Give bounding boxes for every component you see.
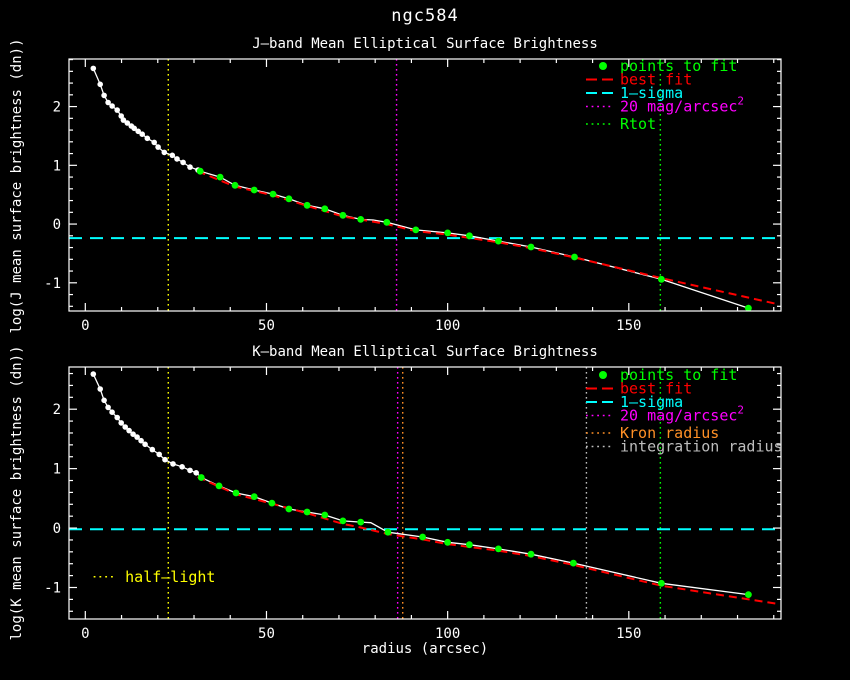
- axis-ticks: [69, 367, 781, 619]
- x-tick-label: 100: [435, 318, 460, 334]
- x-tick-label: 50: [258, 626, 275, 642]
- half-light-annotation: half—light: [93, 568, 215, 586]
- axis-ticks: [69, 58, 781, 311]
- plot-frame: [68, 58, 782, 312]
- y-tick-label: 0: [53, 217, 61, 233]
- measured-points-markers: [90, 65, 201, 173]
- annotation-label: half—light: [125, 568, 215, 586]
- x-tick-label: 0: [81, 626, 89, 642]
- points-to-fit-markers: [197, 474, 752, 598]
- y-tick-label: -1: [44, 276, 61, 292]
- jband-panel-title: J—band Mean Elliptical Surface Brightnes…: [252, 36, 598, 52]
- legend-label: points to fit: [620, 366, 737, 384]
- x-tick-label: 150: [616, 626, 641, 642]
- y-tick-label: 2: [53, 100, 61, 116]
- y-tick-label: -1: [44, 581, 61, 597]
- x-axis-label: radius (arcsec): [361, 641, 489, 657]
- legend-label: 1—sigma: [620, 393, 683, 411]
- legend-label: best fit: [620, 71, 692, 89]
- legend-label: 20 mag/arcsec2: [620, 404, 744, 425]
- y-tick-label: 1: [53, 158, 61, 174]
- profile-line: [92, 373, 749, 596]
- points-to-fit-markers: [196, 167, 752, 312]
- page-title: ngc584: [391, 6, 459, 26]
- legend-label: best fit: [620, 380, 692, 398]
- legend-label: 20 mag/arcsec2: [620, 95, 744, 116]
- x-tick-label: 100: [435, 626, 460, 642]
- legend-marker-dot: [599, 62, 607, 70]
- legend-label: Rtot: [620, 115, 656, 133]
- legend-label: 1—sigma: [620, 84, 683, 102]
- y-tick-label: 2: [53, 402, 61, 418]
- x-tick-label: 0: [81, 318, 89, 334]
- x-tick-label: 150: [616, 318, 641, 334]
- best-fit: [197, 476, 780, 606]
- x-tick-label: 50: [258, 318, 275, 334]
- legend-marker-dot: [599, 371, 607, 379]
- legend-label: Kron radius: [620, 424, 719, 442]
- kband-panel-title: K—band Mean Elliptical Surface Brightnes…: [252, 344, 598, 360]
- legend-label: integration radius: [620, 438, 783, 456]
- y-tick-label: 0: [53, 521, 61, 537]
- legend-label: points to fit: [620, 57, 737, 75]
- y-tick-label: 1: [53, 462, 61, 478]
- measured-points-markers: [90, 371, 199, 476]
